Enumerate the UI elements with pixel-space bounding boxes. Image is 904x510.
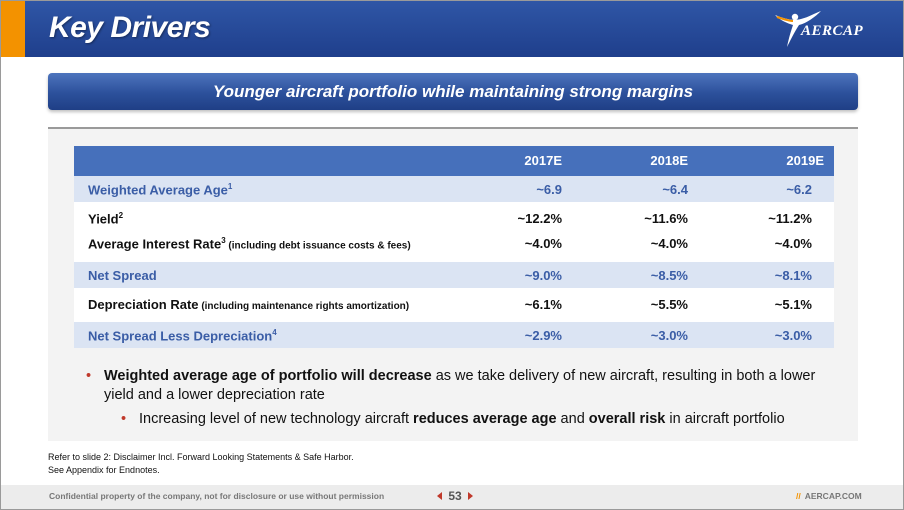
column-header-2019e: 2019E	[786, 153, 824, 168]
table-row: Yield2 ~12.2% ~11.6% ~11.2%	[74, 202, 834, 232]
table-row: Average Interest Rate3 (including debt i…	[74, 232, 834, 262]
table-row: Net Spread Less Depreciation4 ~2.9% ~3.0…	[74, 322, 834, 348]
row-label: Net Spread Less Depreciation4	[88, 328, 277, 344]
subtitle-banner: Younger aircraft portfolio while maintai…	[48, 73, 858, 110]
table-cell: ~5.5%	[650, 297, 688, 312]
table-row: Depreciation Rate (including maintenance…	[74, 288, 834, 322]
table-cell: ~11.2%	[768, 211, 812, 226]
column-header-2017e: 2017E	[524, 153, 562, 168]
table-cell: ~12.2%	[517, 211, 562, 226]
sub-bullet-item: • Increasing level of new technology airc…	[121, 411, 785, 427]
row-label: Depreciation Rate (including maintenance…	[88, 297, 410, 312]
page-title: Key Drivers	[49, 11, 211, 44]
bullet-item: • Weighted average age of portfolio will …	[86, 368, 816, 403]
table-cell: ~8.1%	[774, 268, 812, 283]
page-number: 53	[448, 489, 462, 503]
confidential-notice: Confidential property of the company, no…	[49, 491, 385, 501]
table-cell: ~3.0%	[650, 328, 688, 343]
table-cell: ~6.4	[662, 182, 688, 197]
table-cell: ~6.2	[786, 182, 812, 197]
bullet-dot-icon: •	[86, 368, 92, 384]
next-page-arrow-icon[interactable]	[468, 492, 473, 500]
header-bar: Key Drivers AERCAP	[1, 1, 903, 57]
key-drivers-table: 2017E 2018E 2019E Weighted Average Age1 …	[74, 146, 834, 348]
table-cell: ~9.0%	[524, 268, 562, 283]
row-label: Weighted Average Age1	[88, 182, 233, 198]
banner-text: Younger aircraft portfolio while maintai…	[212, 82, 694, 101]
table-header: 2017E 2018E 2019E	[74, 146, 834, 176]
bullet-dot-icon: •	[121, 411, 127, 427]
table-cell: ~4.0%	[774, 236, 812, 251]
column-header-2018e: 2018E	[650, 153, 688, 168]
footer-bar: Confidential property of the company, no…	[1, 485, 903, 509]
table-cell: ~5.1%	[774, 297, 812, 312]
table-row: Net Spread ~9.0% ~8.5% ~8.1%	[74, 262, 834, 288]
table-cell: ~2.9%	[524, 328, 562, 343]
logo-wordmark: AERCAP	[801, 23, 864, 39]
footnotes: Refer to slide 2: Disclaimer Incl. Forwa…	[48, 451, 354, 477]
table-cell: ~4.0%	[524, 236, 562, 251]
row-label: Yield2	[88, 211, 124, 227]
website-link: //AERCAP.COM	[796, 491, 862, 501]
table-cell: ~11.6%	[644, 211, 688, 226]
row-label: Average Interest Rate3 (including debt i…	[88, 236, 411, 252]
previous-page-arrow-icon[interactable]	[437, 492, 442, 500]
table-cell: ~8.5%	[650, 268, 688, 283]
footnote-disclaimer: Refer to slide 2: Disclaimer Incl. Forwa…	[48, 452, 354, 462]
aercap-logo-icon	[775, 11, 821, 47]
table-cell: ~3.0%	[774, 328, 812, 343]
table-cell: ~4.0%	[650, 236, 688, 251]
table-row: Weighted Average Age1 ~6.9 ~6.4 ~6.2	[74, 176, 834, 202]
row-label: Net Spread	[88, 268, 157, 283]
divider	[48, 127, 858, 129]
footnote-endnotes: See Appendix for Endnotes.	[48, 465, 160, 475]
bullet-list: • Weighted average age of portfolio will …	[86, 367, 831, 429]
orange-accent-bar	[1, 1, 25, 57]
table-cell: ~6.1%	[524, 297, 562, 312]
table-cell: ~6.9	[536, 182, 562, 197]
